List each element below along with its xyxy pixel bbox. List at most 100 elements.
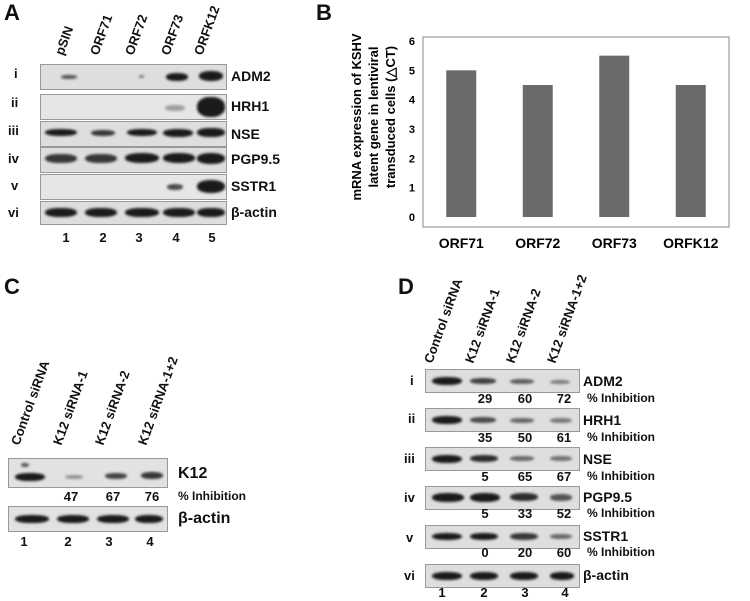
inhibition-d-adm2-1: 29 [477,391,493,406]
row-a-i: i [14,66,18,81]
lane-label-d-sirna1: K12 siRNA-1 [461,286,503,365]
lane-num-d-1: 1 [438,585,446,600]
gene-c-k12: K12 [178,465,208,482]
row-d-vi: vi [404,568,415,583]
panel-d-label: D [398,274,414,299]
inhibition-d-sstr1-1: 0 [481,545,489,560]
lane-num-c-1: 1 [20,534,28,549]
inhibition-c-1: 47 [63,489,79,504]
y-axis-label-line-2: latent gene in lentiviral [366,47,381,188]
blot-d-adm2 [425,369,580,393]
inhibition-label-d-pgp95: % Inhibition [587,506,655,520]
gene-a-pgp95: PGP9.5 [231,151,281,167]
lane-num-a-5: 5 [208,230,216,245]
blot-a-hrh1 [40,94,227,120]
gene-d-adm2: ADM2 [583,373,623,389]
inhibition-label-d-hrh1: % Inhibition [587,430,655,444]
y-tick-label: 3 [409,124,415,136]
lane-label-d-control: Control siRNA [420,276,466,365]
gene-d-sstr1: SSTR1 [583,528,629,544]
bar-orf72 [522,85,553,217]
blot-a-nse [40,121,227,147]
gene-a-nse: NSE [231,126,260,142]
panel-c-label: C [4,274,20,299]
row-a-ii: ii [11,95,19,110]
x-tick-label-orf71: ORF71 [439,235,484,251]
inhibition-label-c: % Inhibition [178,489,246,503]
lane-num-a-1: 1 [62,230,70,245]
y-tick-label: 2 [409,153,415,165]
lane-num-a-4: 4 [172,230,180,245]
inhibition-d-nse-1: 5 [481,469,489,484]
lane-label-orf72: ORF72 [121,12,151,57]
x-tick-label-orfk12: ORFK12 [663,235,718,251]
inhibition-d-hrh1-2: 50 [517,430,533,445]
plot-frame [422,36,730,228]
inhibition-c-3: 76 [144,489,160,504]
expression-bar-chart: mRNA expression of KSHV latent gene in l… [349,33,730,251]
inhibition-c-2: 67 [105,489,121,504]
gene-a-adm2: ADM2 [231,68,271,84]
inhibition-d-nse-3: 67 [556,469,572,484]
inhibition-d-nse-2: 65 [517,469,533,484]
lane-label-orf73: ORF73 [157,12,187,57]
y-axis-label-line-3: transduced cells (△CT) [383,46,398,188]
gene-c-actin: β-actin [178,510,231,527]
lane-num-c-2: 2 [64,534,72,549]
lane-label-c-sirna12: K12 siRNA-1+2 [134,354,181,447]
row-d-ii: ii [408,411,416,426]
gene-d-nse: NSE [583,451,612,467]
gene-d-actin: β-actin [583,567,629,583]
inhibition-d-sstr1-3: 60 [556,545,572,560]
blot-d-nse [425,447,580,471]
lane-label-c-sirna2: K12 siRNA-2 [91,368,133,447]
lane-label-orfk12: ORFK12 [190,3,223,57]
y-tick-label: 4 [409,95,416,107]
lane-num-c-3: 3 [105,534,113,549]
blot-d-pgp95 [425,486,580,510]
row-a-iv: iv [8,151,19,166]
inhibition-label-d-sstr1: % Inhibition [587,545,655,559]
blot-d-actin [425,564,580,588]
y-tick-label: 5 [409,65,415,77]
lane-num-d-2: 2 [480,585,488,600]
lane-label-c-sirna1: K12 siRNA-1 [49,368,91,447]
panel-b-label: B [316,0,332,25]
inhibition-d-pgp95-1: 5 [481,506,489,521]
gene-a-sstr1: SSTR1 [231,178,277,194]
inhibition-label-d-nse: % Inhibition [587,469,655,483]
blot-d-sstr1 [425,525,580,549]
row-d-iv: iv [404,490,415,505]
inhibition-d-hrh1-3: 61 [556,430,572,445]
row-d-iii: iii [404,451,415,466]
bar-orf73 [599,55,630,217]
blot-a-sstr1 [40,174,227,200]
inhibition-d-adm2-2: 60 [517,391,533,406]
lane-num-d-4: 4 [561,585,569,600]
lane-label-d-sirna2: K12 siRNA-2 [502,286,544,365]
y-tick-label: 0 [409,212,415,224]
gene-a-actin: β-actin [231,204,277,220]
blot-d-hrh1 [425,408,580,432]
y-tick-label: 6 [409,36,415,48]
panel-a-label: A [4,0,20,25]
blot-a-adm2 [40,64,227,90]
row-d-v: v [406,530,414,545]
lane-label-orf71: ORF71 [86,12,116,57]
bar-orf71 [446,70,477,217]
lane-num-d-3: 3 [521,585,529,600]
inhibition-label-d-adm2: % Inhibition [587,391,655,405]
row-a-v: v [11,178,19,193]
lane-num-a-2: 2 [99,230,107,245]
inhibition-d-pgp95-3: 52 [556,506,572,521]
gene-a-hrh1: HRH1 [231,98,270,114]
blot-c-actin [8,506,168,532]
lane-label-d-sirna12: K12 siRNA-1+2 [543,272,590,365]
row-a-iii: iii [8,123,19,138]
inhibition-d-pgp95-2: 33 [517,506,533,521]
bar-orfk12 [675,85,706,217]
lane-label-c-control: Control siRNA [7,358,53,447]
lane-num-c-4: 4 [146,534,154,549]
inhibition-d-hrh1-1: 35 [477,430,493,445]
y-tick-label: 1 [409,183,415,195]
